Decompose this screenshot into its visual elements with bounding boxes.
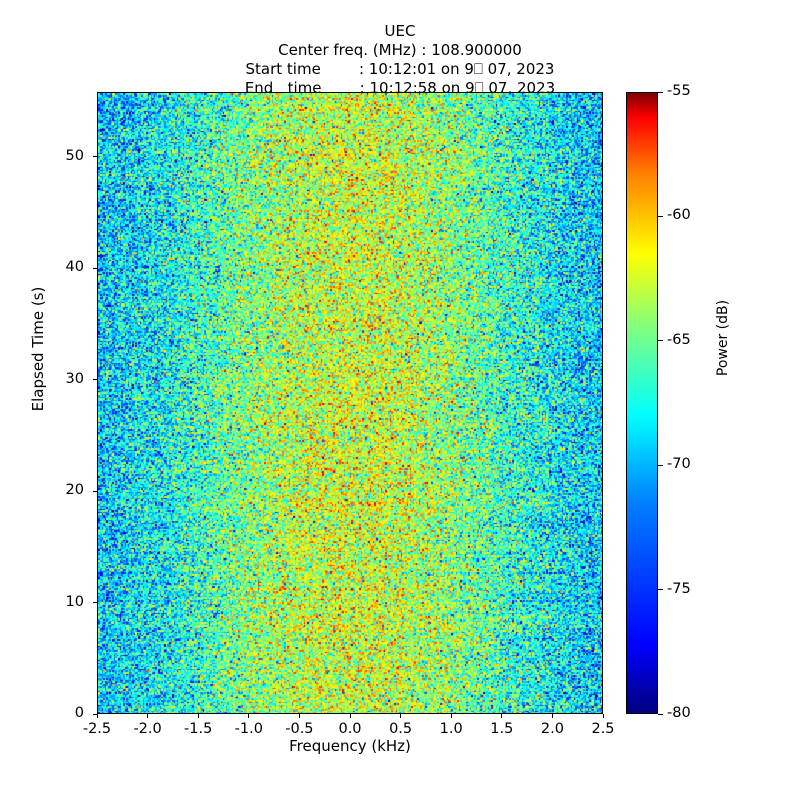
title-line-start-time: Start time : 10:12:01 on 9⎕ 07, 2023 xyxy=(245,60,555,78)
x-axis-label: Frequency (kHz) xyxy=(289,737,411,755)
y-tick-mark xyxy=(93,379,97,381)
y-tick-label: 10 xyxy=(65,593,84,610)
colorbar-tick-label: -65 xyxy=(667,331,691,348)
x-tick-mark xyxy=(602,714,604,718)
colorbar-tick-label: -80 xyxy=(667,705,691,721)
x-tick-label: 2.5 xyxy=(591,721,615,737)
y-tick-mark xyxy=(93,156,97,158)
colorbar-tick-mark xyxy=(658,340,663,342)
x-tick-label: 1.0 xyxy=(439,721,463,737)
x-tick-mark xyxy=(349,714,351,718)
colorbar-tick-label: -70 xyxy=(667,456,691,473)
y-tick-mark xyxy=(93,713,97,715)
colorbar-tick-label: -60 xyxy=(667,207,691,224)
y-tick-label: 0 xyxy=(74,705,84,721)
colorbar-tick-mark xyxy=(658,464,663,466)
colorbar-tick-label: -75 xyxy=(667,580,691,597)
x-tick-mark xyxy=(147,714,149,718)
x-tick-mark xyxy=(400,714,402,718)
x-tick-mark xyxy=(248,714,250,718)
x-tick-label: 0.5 xyxy=(389,721,413,737)
y-tick-label: 30 xyxy=(65,370,84,387)
y-axis-label: Elapsed Time (s) xyxy=(29,286,47,412)
colorbar-tick-mark xyxy=(658,589,663,591)
spectrogram-plot-area xyxy=(97,92,603,714)
x-tick-label: 0.0 xyxy=(338,721,362,737)
colorbar-tick-mark xyxy=(658,713,663,715)
colorbar-tick-mark xyxy=(658,215,663,217)
y-tick-label: 20 xyxy=(65,482,84,499)
x-tick-label: -1.0 xyxy=(234,721,263,737)
y-tick-mark xyxy=(93,490,97,492)
y-tick-label: 40 xyxy=(65,259,84,276)
title-line-center-freq: Center freq. (MHz) : 108.900000 xyxy=(278,41,522,59)
title-line-station: UEC xyxy=(384,22,416,40)
x-tick-label: -1.5 xyxy=(184,721,213,737)
x-tick-mark xyxy=(450,714,452,718)
x-tick-mark xyxy=(197,714,199,718)
x-tick-mark xyxy=(501,714,503,718)
x-tick-label: 2.0 xyxy=(540,721,564,737)
x-tick-mark xyxy=(96,714,98,718)
y-tick-mark xyxy=(93,267,97,269)
colorbar-tick-label: -55 xyxy=(667,83,691,99)
x-tick-mark xyxy=(298,714,300,718)
spectrogram-canvas xyxy=(98,93,602,713)
x-tick-label: -2.5 xyxy=(82,721,112,737)
y-tick-mark xyxy=(93,602,97,604)
x-tick-mark xyxy=(551,714,553,718)
colorbar-label: Power (dB) xyxy=(715,299,731,377)
y-tick-label: 50 xyxy=(65,147,84,164)
colorbar-tick-mark xyxy=(658,91,663,93)
chart-title-block: UEC Center freq. (MHz) : 108.900000 Star… xyxy=(0,22,800,98)
colorbar-gradient xyxy=(626,92,658,714)
x-tick-label: -2.0 xyxy=(133,721,162,737)
x-tick-label: 1.5 xyxy=(490,721,514,737)
x-tick-label: -0.5 xyxy=(285,721,314,737)
